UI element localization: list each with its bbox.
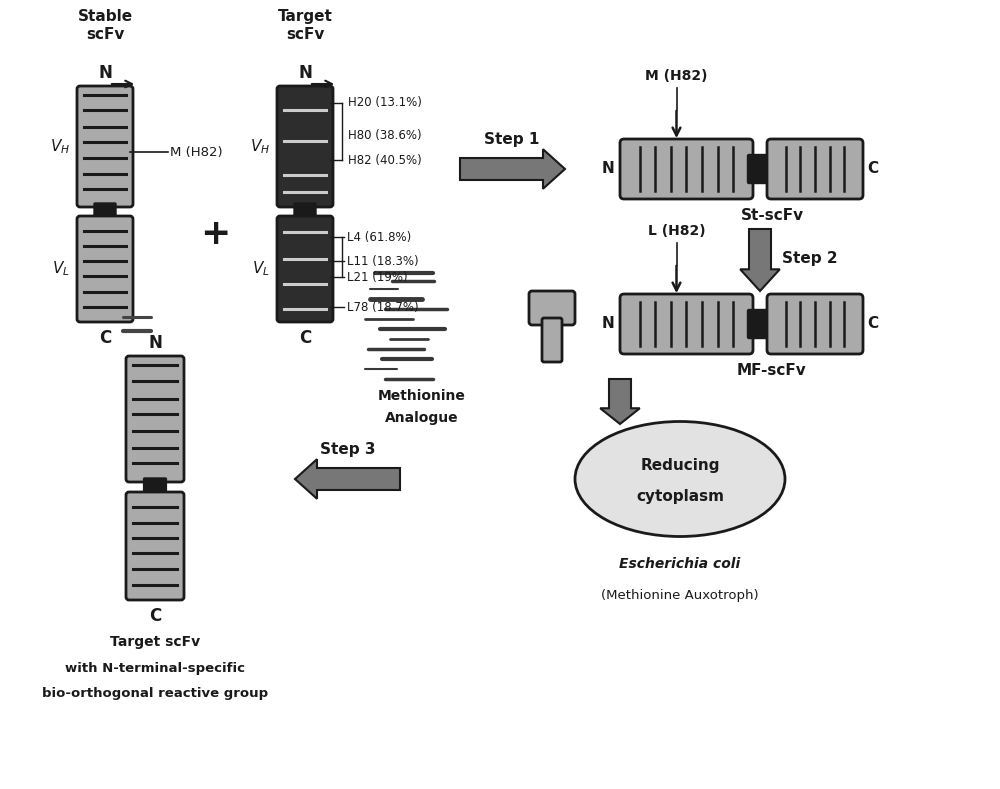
- FancyBboxPatch shape: [277, 216, 333, 322]
- Ellipse shape: [575, 421, 785, 537]
- FancyBboxPatch shape: [620, 294, 753, 354]
- Text: Stable: Stable: [77, 9, 133, 24]
- Text: N: N: [148, 334, 162, 352]
- Text: Reducing: Reducing: [640, 458, 720, 473]
- Text: L21 (19%): L21 (19%): [347, 271, 408, 283]
- Text: (Methionine Auxotroph): (Methionine Auxotroph): [601, 589, 759, 602]
- Text: H20 (13.1%): H20 (13.1%): [348, 96, 422, 110]
- Text: H80 (38.6%): H80 (38.6%): [348, 129, 422, 141]
- Polygon shape: [600, 379, 640, 424]
- Text: H82 (40.5%): H82 (40.5%): [348, 154, 422, 166]
- FancyBboxPatch shape: [767, 294, 863, 354]
- Text: Step 2: Step 2: [782, 252, 838, 267]
- Text: with N-terminal-specific: with N-terminal-specific: [65, 662, 245, 675]
- Text: scFv: scFv: [286, 27, 324, 42]
- Polygon shape: [295, 459, 400, 499]
- FancyBboxPatch shape: [294, 203, 316, 220]
- Text: N: N: [298, 64, 312, 82]
- Text: L4 (61.8%): L4 (61.8%): [347, 230, 411, 244]
- Text: Target scFv: Target scFv: [110, 635, 200, 649]
- Text: $V_H$: $V_H$: [50, 137, 70, 156]
- Text: M (H82): M (H82): [170, 146, 223, 159]
- Text: Step 1: Step 1: [484, 132, 540, 147]
- Text: Methionine: Methionine: [378, 389, 466, 403]
- Text: Analogue: Analogue: [385, 411, 459, 425]
- Text: $V_L$: $V_L$: [52, 260, 70, 279]
- Text: L (H82): L (H82): [648, 224, 705, 238]
- Text: N: N: [601, 162, 614, 177]
- FancyBboxPatch shape: [77, 86, 133, 207]
- Text: C: C: [99, 329, 111, 347]
- Text: +: +: [200, 217, 230, 251]
- FancyBboxPatch shape: [748, 309, 772, 338]
- Text: L11 (18.3%): L11 (18.3%): [347, 255, 419, 267]
- Text: C: C: [149, 607, 161, 625]
- FancyBboxPatch shape: [620, 139, 753, 199]
- FancyBboxPatch shape: [144, 478, 166, 496]
- Text: C: C: [867, 162, 878, 177]
- FancyBboxPatch shape: [542, 318, 562, 362]
- Text: Step 3: Step 3: [320, 442, 376, 457]
- Text: Target: Target: [278, 9, 332, 24]
- Text: N: N: [98, 64, 112, 82]
- FancyBboxPatch shape: [94, 203, 116, 220]
- Text: $V_H$: $V_H$: [250, 137, 270, 156]
- Polygon shape: [740, 229, 780, 291]
- Text: C: C: [867, 316, 878, 331]
- FancyBboxPatch shape: [126, 356, 184, 482]
- Text: Escherichia coli: Escherichia coli: [619, 557, 741, 571]
- FancyBboxPatch shape: [126, 492, 184, 600]
- Text: scFv: scFv: [86, 27, 124, 42]
- Text: St-scFv: St-scFv: [740, 208, 804, 223]
- Text: L78 (18.7%): L78 (18.7%): [347, 301, 419, 313]
- FancyBboxPatch shape: [748, 155, 772, 184]
- Text: C: C: [299, 329, 311, 347]
- Text: MF-scFv: MF-scFv: [737, 363, 807, 378]
- FancyBboxPatch shape: [529, 291, 575, 325]
- FancyBboxPatch shape: [767, 139, 863, 199]
- FancyBboxPatch shape: [77, 216, 133, 322]
- FancyBboxPatch shape: [277, 86, 333, 207]
- Polygon shape: [460, 149, 565, 189]
- Text: N: N: [601, 316, 614, 331]
- Text: cytoplasm: cytoplasm: [636, 489, 724, 504]
- Text: M (H82): M (H82): [645, 69, 708, 83]
- Text: $V_L$: $V_L$: [252, 260, 270, 279]
- Text: bio-orthogonal reactive group: bio-orthogonal reactive group: [42, 687, 268, 700]
